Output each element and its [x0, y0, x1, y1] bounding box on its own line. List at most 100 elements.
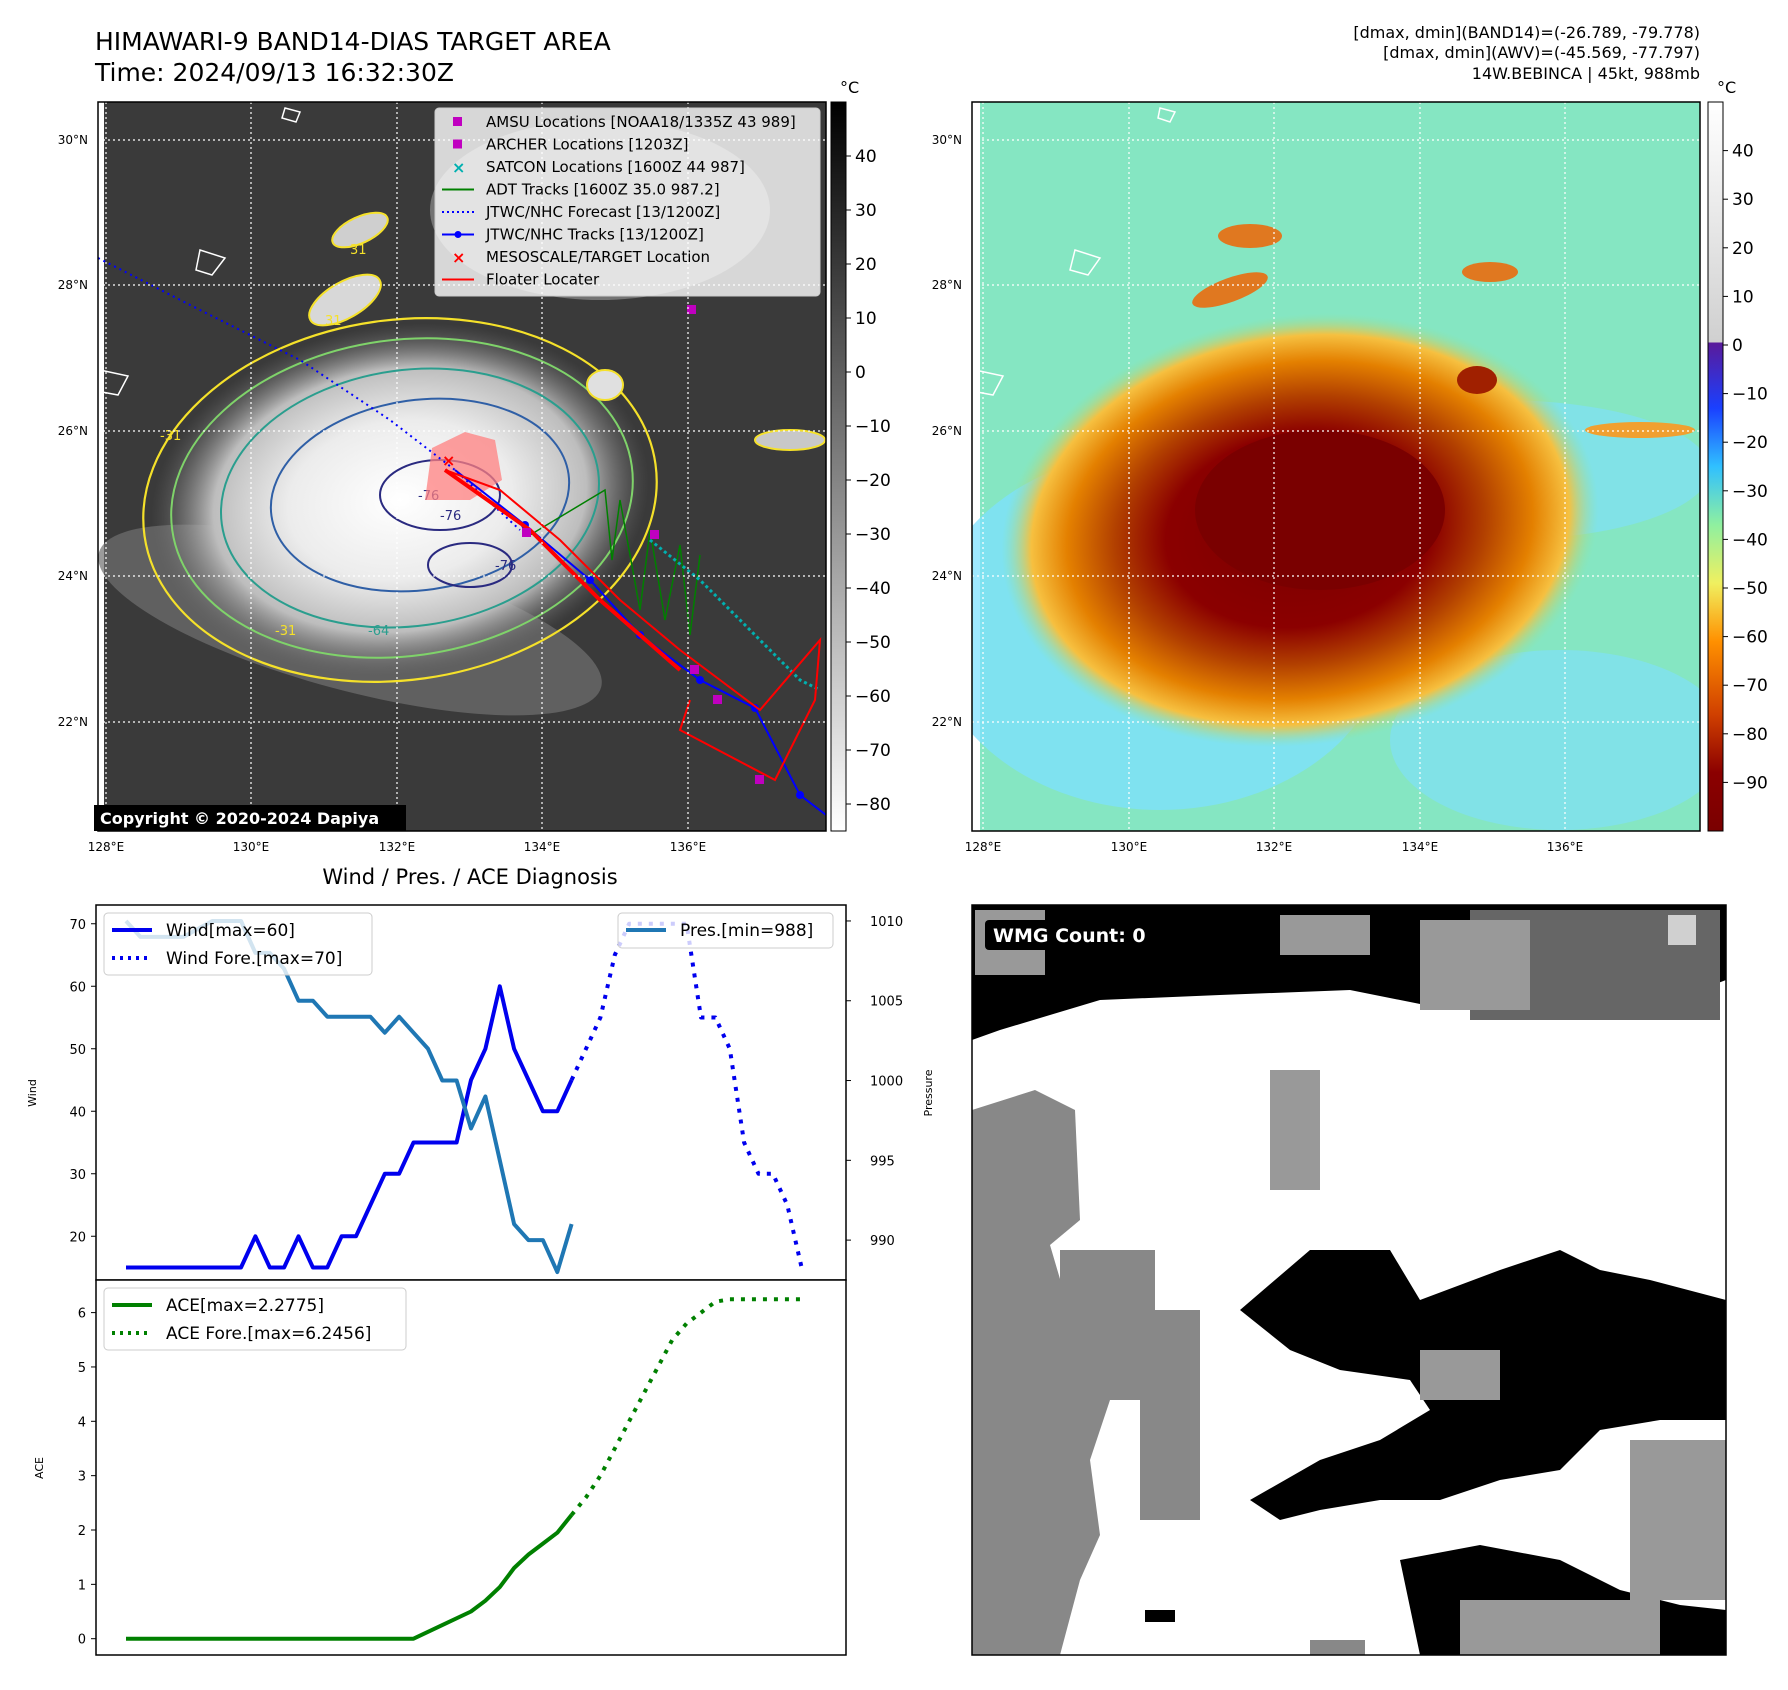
wv-colorbar-gradient — [1707, 101, 1724, 832]
ir-cb-ticks-label-8: −40 — [855, 579, 891, 599]
ir-colorbar-unit: °C — [840, 78, 859, 97]
amsu-marker-3 — [690, 665, 699, 674]
wmg-gray-left — [972, 1090, 1110, 1655]
wind-chart-ytick-3: 40 — [69, 1105, 86, 1120]
ir-map-panel: 31 31 -31 -31 -64 -76 -76 -76 — [58, 101, 827, 854]
ir-cb-ticks-label-4: 0 — [855, 363, 866, 383]
ir-contour-label-3: -31 — [275, 624, 296, 639]
legend-swatch-6: × — [452, 248, 465, 267]
ir-contour-lightgreen — [170, 337, 634, 659]
wv-storm-core — [1195, 430, 1445, 590]
mesoscale-target-marker: × — [442, 451, 455, 470]
wv-gridlines — [972, 102, 1700, 831]
ir-cb-ticks-label-3: 10 — [855, 309, 877, 329]
wmg-gray-upper — [1270, 1070, 1320, 1190]
ace-chart-ytick-6: 0 — [78, 1633, 86, 1648]
wv-patch-2 — [1462, 262, 1518, 282]
wv-cb-ticks-label-12: −80 — [1732, 725, 1768, 745]
floater-track-thick — [443, 468, 682, 672]
ir-cb-ticks-label-2: 20 — [855, 255, 877, 275]
ir-cb-ticks-label-0: 40 — [855, 147, 877, 167]
wmg-gray-block-2 — [1420, 920, 1530, 1010]
ace-chart-series-1 — [570, 1297, 802, 1517]
chart-title: Wind / Pres. / ACE Diagnosis — [322, 865, 617, 889]
wv-cb-ticks-label-4: 0 — [1732, 336, 1743, 356]
amsu-marker-2 — [650, 530, 659, 539]
ace-chart-ytick-3: 3 — [78, 1470, 86, 1485]
ir-coastline — [99, 107, 302, 396]
ir-contour-blue — [269, 397, 571, 593]
wind-chart-ytick-0: 70 — [69, 918, 86, 933]
wind-legend-label: Wind[max=60] — [166, 921, 295, 941]
legend-label-7: Floater Locater — [486, 271, 600, 289]
wv-cb-ticks-label-5: −10 — [1732, 385, 1768, 405]
amsu-marker-1 — [687, 305, 696, 314]
wv-cb-ticks-label-7: −30 — [1732, 482, 1768, 502]
wv-cb-ticks-label-13: −90 — [1732, 773, 1768, 793]
satcon-track — [649, 538, 821, 692]
wv-lat-tick-3: 24°N — [932, 569, 962, 583]
wv-patch-1 — [1218, 224, 1282, 248]
wmg-label-box — [985, 920, 1165, 950]
wv-cb-ticks-label-0: 40 — [1732, 142, 1754, 162]
ace-fore-legend-label: ACE Fore.[max=6.2456] — [166, 1324, 371, 1344]
amsu-marker-5 — [755, 775, 764, 784]
wind-pressure-chart: Wind Pressure 70 60 50 40 30 20 1010 1005 1000 99… — [26, 904, 935, 1281]
archer-marker — [522, 528, 531, 537]
title-line1: HIMAWARI-9 BAND14-DIAS TARGET AREA — [95, 27, 611, 56]
ir-contour-teal — [220, 367, 600, 629]
wmg-gray-mid-1 — [1060, 1250, 1155, 1400]
ir-contour-yellow — [142, 317, 658, 683]
wind-chart-ytick-5: 20 — [69, 1230, 86, 1245]
ir-cloud-patch-4 — [754, 429, 826, 451]
wmg-panel: WMG Count: 0 — [971, 904, 1727, 1656]
ace-legend-label: ACE[max=2.2775] — [166, 1296, 324, 1316]
wind-chart-ytick-right-2: 1000 — [870, 1075, 903, 1090]
legend-label-2: SATCON Locations [1600Z 44 987] — [486, 158, 745, 176]
wv-lon-tick-3: 134°E — [1402, 840, 1439, 854]
wmg-frame — [971, 904, 1727, 1656]
legend-label-6: MESOSCALE/TARGET Location — [486, 248, 710, 266]
ir-contour-label-1: 31 — [325, 314, 342, 329]
ace-chart: ACE 6 5 4 3 2 1 0 ACE[max=2.2775] ACE Fore.[ma… — [33, 1279, 847, 1656]
wv-cb-ticks-label-6: −20 — [1732, 433, 1768, 453]
ace-legend: ACE[max=2.2775] ACE Fore.[max=6.2456] — [103, 1287, 407, 1351]
wind-chart-series-0 — [126, 984, 574, 1270]
ir-cb-ticks-label-7: −30 — [855, 525, 891, 545]
legend-swatch-dot-5 — [454, 231, 462, 238]
ir-cloud-patch-2 — [331, 211, 389, 249]
legend-swatch-1 — [453, 139, 462, 149]
ir-lon-tick-0: 128°E — [88, 840, 125, 854]
stats-line1: [dmax, dmin](BAND14)=(-26.789, -79.778) — [1353, 23, 1700, 42]
jtwc-track-dot-2 — [586, 576, 594, 584]
wv-cb-ticks-label-11: −70 — [1732, 676, 1768, 696]
ir-cb-ticks-label-1: 30 — [855, 201, 877, 221]
adt-track-line — [529, 488, 701, 636]
wind-chart-ytick-4: 30 — [69, 1168, 86, 1183]
wv-map-frame — [971, 101, 1701, 832]
wv-cb-ticks-label-3: 10 — [1732, 287, 1754, 307]
wv-cb-ticks-label-8: −40 — [1732, 530, 1768, 550]
ir-contour-label-5: -76 — [440, 509, 461, 524]
wv-colorbar-unit: °C — [1717, 78, 1736, 97]
wv-patch-3 — [1192, 272, 1268, 308]
ace-legend-box — [103, 1287, 407, 1351]
wind-chart-ytick-2: 50 — [69, 1043, 86, 1058]
wind-legend-box — [103, 912, 373, 976]
legend-label-3: ADT Tracks [1600Z 35.0 987.2] — [486, 181, 720, 199]
wind-chart-ytick-right-0: 1010 — [870, 915, 903, 930]
ace-axis-label: ACE — [33, 1457, 46, 1479]
ir-cb-ticks-label-6: −20 — [855, 471, 891, 491]
amsu-marker-4 — [713, 695, 722, 704]
legend-label-1: ARCHER Locations [1203Z] — [486, 136, 689, 154]
wv-cb-ticks-label-2: 20 — [1732, 239, 1754, 259]
ir-contour-navy-2 — [427, 542, 513, 588]
wv-lon-tick-2: 132°E — [1256, 840, 1293, 854]
wv-cb-ticks-label-1: 30 — [1732, 190, 1754, 210]
pres-legend-box — [617, 912, 834, 949]
ir-cb-ticks-label-9: −50 — [855, 633, 891, 653]
ir-lat-tick-2: 26°N — [58, 424, 88, 438]
wmg-gray-lower-right — [1460, 1600, 1660, 1655]
ace-chart-series-0 — [126, 1513, 574, 1641]
